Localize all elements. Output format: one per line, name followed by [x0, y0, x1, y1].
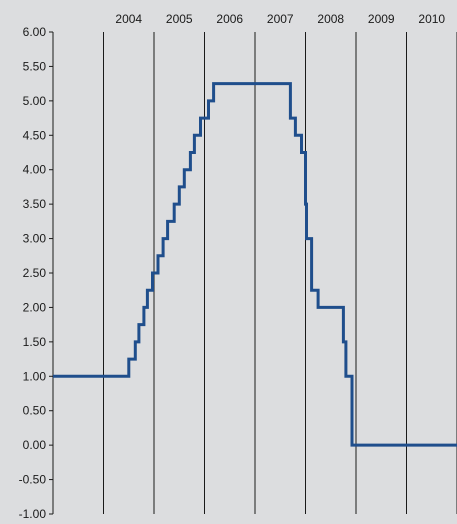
- tick-labels: 6.00 5.50 5.00 4.50 4.00 3.50 3.00 2.50 2.00 1.50…: [19, 12, 446, 521]
- rate-step-line: [53, 82, 457, 447]
- y-tick-label: 0.50: [23, 404, 47, 418]
- series-layer: [53, 82, 457, 447]
- y-tick-label: 3.00: [23, 232, 47, 246]
- x-tick-label: 2006: [216, 12, 243, 26]
- axis-layer: [49, 31, 54, 515]
- y-tick-label: -1.00: [19, 507, 47, 521]
- y-tick-label: 4.00: [23, 163, 47, 177]
- x-tick-label: 2004: [115, 12, 142, 26]
- y-tick-label: 1.00: [23, 369, 47, 383]
- y-tick-label: 2.00: [23, 300, 47, 314]
- y-tick-label: -0.50: [19, 473, 47, 487]
- y-tick-label: 1.50: [23, 335, 47, 349]
- y-tick-label: 5.00: [23, 94, 47, 108]
- x-tick-label: 2005: [166, 12, 193, 26]
- y-tick-label: 4.50: [23, 128, 47, 142]
- x-tick-label: 2007: [267, 12, 294, 26]
- x-tick-label: 2008: [317, 12, 344, 26]
- y-tick-label: 3.50: [23, 197, 47, 211]
- grid-lines: [103, 32, 457, 514]
- y-tick-label: 0.00: [23, 438, 47, 452]
- y-tick-label: 2.50: [23, 266, 47, 280]
- y-tick-label: 6.00: [23, 25, 47, 39]
- y-tick-label: 5.50: [23, 59, 47, 73]
- x-tick-label: 2009: [368, 12, 395, 26]
- x-tick-label: 2010: [418, 12, 445, 26]
